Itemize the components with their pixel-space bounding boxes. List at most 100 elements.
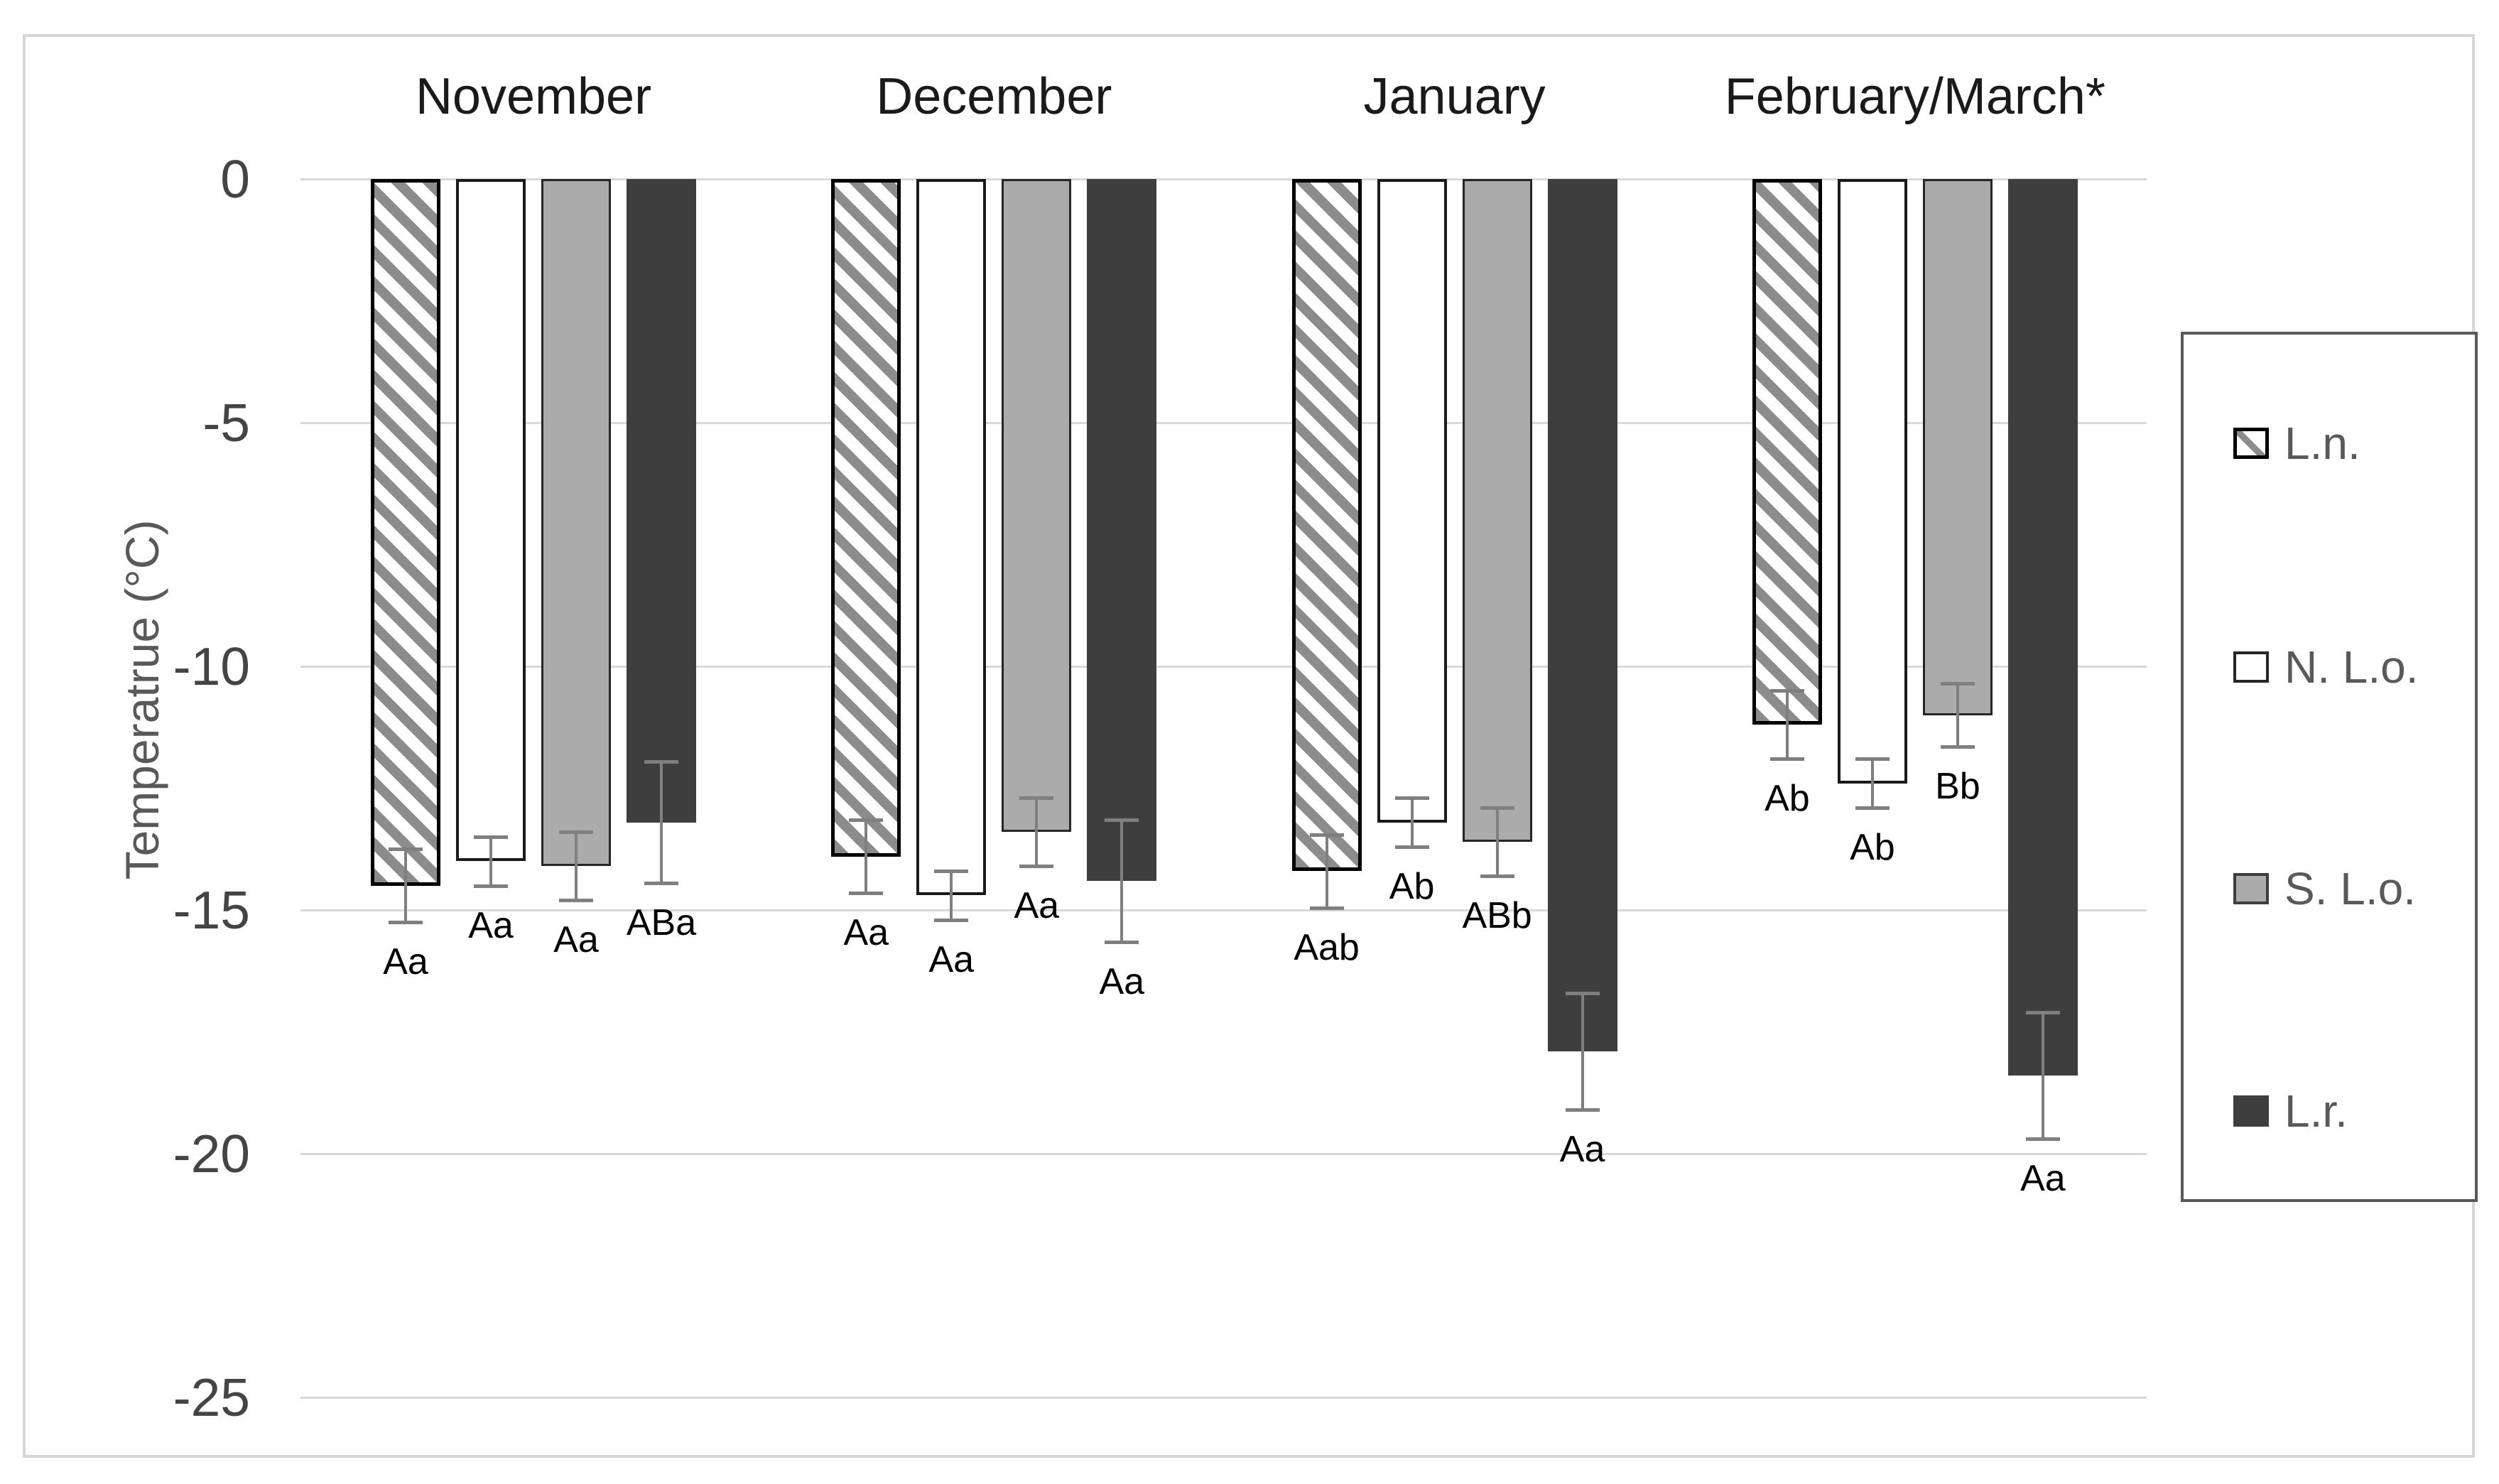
error-bar <box>1035 798 1039 867</box>
legend-item: L.n. <box>2233 418 2360 469</box>
bar-dark <box>1547 179 1617 1051</box>
bar-white <box>916 179 987 896</box>
error-bar <box>1581 992 1584 1110</box>
stat-label: Aa <box>928 938 975 980</box>
legend-swatch-dark <box>2233 1095 2269 1127</box>
y-tick-label: 0 <box>220 149 250 209</box>
y-tick-label: -25 <box>173 1367 250 1427</box>
y-gridline <box>300 178 2147 180</box>
bar-gray <box>541 179 611 867</box>
error-bar-cap-top <box>849 818 884 823</box>
error-bar-cap-bottom <box>934 918 969 922</box>
bar-gray <box>1002 179 1072 833</box>
error-bar-cap-bottom <box>1019 865 1054 869</box>
error-bar <box>1956 683 1959 747</box>
y-tick-label: -10 <box>173 637 250 696</box>
y-tick-label: -20 <box>173 1124 250 1184</box>
stat-label: Aab <box>1294 926 1360 968</box>
month-label: December <box>876 68 1112 125</box>
error-bar <box>1410 798 1414 847</box>
error-bar-cap-bottom <box>1855 806 1890 810</box>
legend-item-label: L.r. <box>2284 1085 2348 1137</box>
y-gridline <box>300 422 2147 424</box>
legend-item: S. L.o. <box>2233 863 2416 914</box>
bar-white <box>1377 179 1447 823</box>
error-bar-cap-top <box>474 835 508 840</box>
error-bar <box>404 849 407 923</box>
error-bar-cap-top <box>1565 991 1600 995</box>
error-bar-cap-bottom <box>849 891 884 895</box>
month-label: November <box>415 68 652 125</box>
month-label: February/March* <box>1724 68 2105 125</box>
stat-label: ABa <box>626 902 697 944</box>
stat-label: Aa <box>2020 1158 2066 1200</box>
bar-dark <box>1087 179 1157 881</box>
error-bar-cap-bottom <box>2025 1137 2060 1142</box>
error-bar-cap-bottom <box>1480 874 1514 878</box>
stat-label: Ab <box>1765 778 1810 820</box>
bar-white <box>1837 179 1907 784</box>
error-bar <box>575 832 578 901</box>
legend-swatch-white <box>2233 651 2269 683</box>
y-gridline <box>300 909 2147 911</box>
error-bar-cap-bottom <box>1769 757 1804 762</box>
error-bar <box>660 761 663 884</box>
legend-swatch-gray <box>2233 873 2269 904</box>
bar-dark <box>2007 179 2078 1076</box>
stat-label: ABb <box>1462 894 1532 936</box>
error-bar <box>1870 759 1874 808</box>
y-gridline <box>300 1153 2147 1155</box>
error-bar-cap-bottom <box>474 884 508 888</box>
legend-item: N. L.o. <box>2233 641 2419 693</box>
stat-label: Aa <box>843 911 889 953</box>
error-bar-cap-bottom <box>1394 845 1429 849</box>
error-bar-cap-bottom <box>1565 1108 1600 1112</box>
bar-dark <box>627 179 696 823</box>
stat-label: Aa <box>553 919 599 961</box>
error-bar-cap-bottom <box>644 882 678 886</box>
error-bar-cap-top <box>1940 682 1975 686</box>
stat-label: Ab <box>1389 865 1435 907</box>
error-bar <box>950 871 953 920</box>
error-bar <box>489 837 492 886</box>
bar-hatched <box>1291 179 1362 872</box>
legend-item-label: S. L.o. <box>2284 863 2416 914</box>
stat-label: Bb <box>1935 766 1980 808</box>
y-gridline <box>300 1397 2147 1399</box>
error-bar-cap-top <box>2025 1011 2060 1015</box>
error-bar-cap-bottom <box>389 921 423 925</box>
error-bar-cap-bottom <box>1309 906 1344 910</box>
error-bar <box>2041 1012 2044 1139</box>
error-bar-cap-top <box>644 759 678 764</box>
error-bar <box>864 820 868 893</box>
error-bar-cap-top <box>1855 757 1890 762</box>
month-label: January <box>1363 68 1546 125</box>
error-bar-cap-top <box>1480 806 1514 810</box>
y-tick-label: -15 <box>173 880 250 940</box>
bar-hatched <box>831 179 901 857</box>
y-axis-title: Temperatrue (°C) <box>116 519 168 880</box>
stat-label: Aa <box>383 941 428 983</box>
error-bar-cap-bottom <box>1940 745 1975 749</box>
stat-label: Aa <box>1099 960 1145 1002</box>
stat-label: Ab <box>1850 826 1895 868</box>
legend-swatch-hatched <box>2233 428 2269 459</box>
y-tick-label: -5 <box>202 393 250 453</box>
error-bar-cap-top <box>1019 796 1054 801</box>
error-bar-cap-bottom <box>1105 940 1139 944</box>
error-bar-cap-top <box>1105 818 1139 823</box>
stat-label: Aa <box>1559 1129 1605 1171</box>
stat-label: Aa <box>1014 885 1060 927</box>
error-bar <box>1785 690 1789 759</box>
error-bar-cap-top <box>389 847 423 852</box>
error-bar <box>1495 807 1499 876</box>
y-gridline <box>300 666 2147 668</box>
legend-item-label: N. L.o. <box>2284 641 2419 693</box>
error-bar <box>1120 820 1124 942</box>
bar-gray <box>1922 179 1993 715</box>
legend-item: L.r. <box>2233 1085 2348 1137</box>
error-bar <box>1325 834 1328 908</box>
bar-white <box>456 179 526 862</box>
error-bar-cap-top <box>559 830 593 835</box>
